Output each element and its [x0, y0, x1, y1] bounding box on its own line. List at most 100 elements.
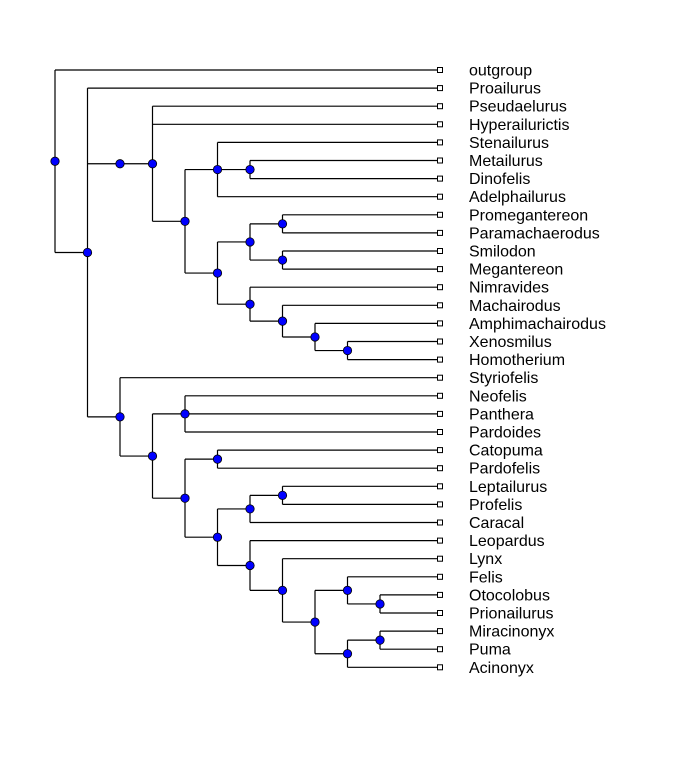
tip-marker [437, 591, 443, 598]
tip-label: outgroup [469, 63, 532, 80]
tip-label: Neofelis [469, 388, 527, 405]
internal-node-11 [147, 159, 158, 169]
tip-label: Homotherium [469, 352, 565, 369]
tip-marker [437, 483, 443, 490]
tip-marker [437, 157, 443, 164]
internal-node-1 [212, 164, 223, 175]
tip-marker [437, 374, 443, 381]
tip-label: Profelis [469, 497, 522, 514]
internal-node-24 [212, 532, 223, 542]
tip-marker [437, 573, 443, 580]
internal-node-6 [310, 332, 320, 342]
internal-node-29 [50, 156, 60, 166]
internal-node-22 [277, 585, 288, 595]
tip-label: Metailurus [469, 153, 543, 170]
tip-marker [437, 193, 443, 200]
tip-label: Pardoides [469, 425, 541, 442]
internal-node-3 [277, 255, 288, 265]
internal-node-markers [50, 156, 385, 659]
tip-label: Otocolobus [469, 587, 550, 604]
tip-label: Panthera [469, 406, 534, 423]
tip-marker [437, 284, 443, 291]
internal-node-26 [147, 451, 158, 461]
tip-label: Hyperailurictis [469, 117, 569, 134]
internal-node-16 [245, 504, 255, 514]
tip-label: Lynx [469, 551, 502, 568]
tip-label: Nimravides [469, 280, 549, 297]
tip-marker [437, 320, 443, 327]
internal-node-10 [180, 216, 190, 226]
tip-marker [437, 628, 443, 635]
internal-node-28 [82, 247, 93, 258]
tip-marker [437, 610, 443, 616]
internal-node-15 [277, 490, 288, 500]
tree-branches [54, 69, 440, 668]
internal-node-21 [310, 617, 320, 627]
internal-node-5 [342, 345, 353, 356]
tip-marker [437, 85, 443, 92]
internal-node-18 [342, 585, 353, 595]
internal-node-25 [180, 493, 190, 503]
tip-label: Smilodon [469, 244, 536, 261]
tip-marker [437, 447, 443, 454]
internal-node-12 [115, 159, 125, 169]
internal-node-20 [342, 649, 353, 659]
internal-node-19 [375, 635, 385, 645]
tip-marker [437, 338, 443, 345]
tip-label: Puma [469, 642, 511, 659]
tip-marker [437, 121, 443, 128]
tip-marker [437, 302, 443, 309]
tip-marker [437, 646, 443, 653]
tip-marker [437, 356, 443, 363]
tip-label: Xenosmilus [469, 334, 552, 351]
tip-marker [437, 103, 443, 110]
tip-label: Leopardus [469, 533, 545, 550]
internal-node-0 [245, 164, 255, 175]
internal-node-8 [245, 299, 255, 309]
tip-markers [437, 67, 443, 671]
tip-label: Dinofelis [469, 171, 530, 188]
tip-marker [437, 392, 443, 399]
tip-marker [437, 211, 443, 218]
internal-node-23 [245, 560, 255, 571]
tip-marker [437, 501, 443, 508]
tip-label: Paramachaerodus [469, 225, 600, 242]
tip-label: Leptailurus [469, 479, 547, 496]
tip-label: Styriofelis [469, 370, 538, 387]
tip-label: Catopuma [469, 443, 543, 460]
tip-marker [437, 429, 443, 435]
tip-label: Pseudaelurus [469, 99, 567, 116]
tip-marker [437, 519, 443, 526]
tip-label: Prionailurus [469, 606, 553, 623]
tip-label: Machairodus [469, 298, 561, 315]
tip-marker [437, 555, 443, 562]
internal-node-9 [212, 268, 223, 278]
tip-marker [437, 410, 443, 417]
internal-node-2 [277, 219, 288, 229]
tip-label: Adelphailurus [469, 189, 566, 206]
tip-marker [437, 248, 443, 254]
tip-marker [437, 67, 443, 73]
tip-label: Miracinonyx [469, 624, 554, 641]
tip-label: Pardofelis [469, 461, 540, 478]
internal-node-27 [115, 412, 125, 422]
tip-marker [437, 266, 443, 273]
internal-node-14 [212, 454, 223, 464]
tip-marker [437, 465, 443, 472]
internal-node-7 [277, 316, 288, 326]
tip-labels: outgroupProailurusPseudaelurusHyperailur… [469, 63, 606, 677]
tip-marker [437, 229, 443, 236]
tip-label: Acinonyx [469, 660, 534, 677]
tip-label: Felis [469, 569, 503, 586]
tip-label: Promegantereon [469, 207, 588, 224]
tip-label: Proailurus [469, 81, 541, 98]
tip-label: Caracal [469, 515, 524, 532]
internal-node-17 [375, 599, 385, 609]
tip-marker [437, 664, 443, 671]
tip-marker [437, 175, 443, 182]
internal-node-13 [180, 409, 190, 419]
tip-label: Stenailurus [469, 135, 549, 152]
tip-label: Amphimachairodus [469, 316, 606, 333]
tip-marker [437, 139, 443, 146]
